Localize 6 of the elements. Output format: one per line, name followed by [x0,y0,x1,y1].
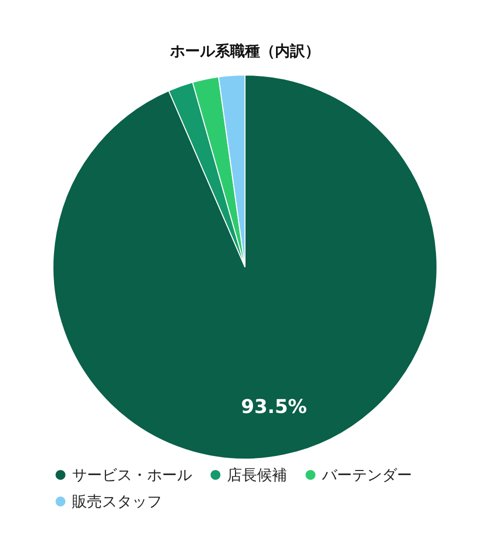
legend-label: バーテンダー [321,466,412,484]
legend-label: 販売スタッフ [72,492,162,510]
chart-title: ホール系職種（内訳） [169,42,320,60]
data-label: 93.5% [241,396,307,418]
legend-label: 店長候補 [227,466,287,484]
legend-label: サービス・ホール [72,466,192,484]
